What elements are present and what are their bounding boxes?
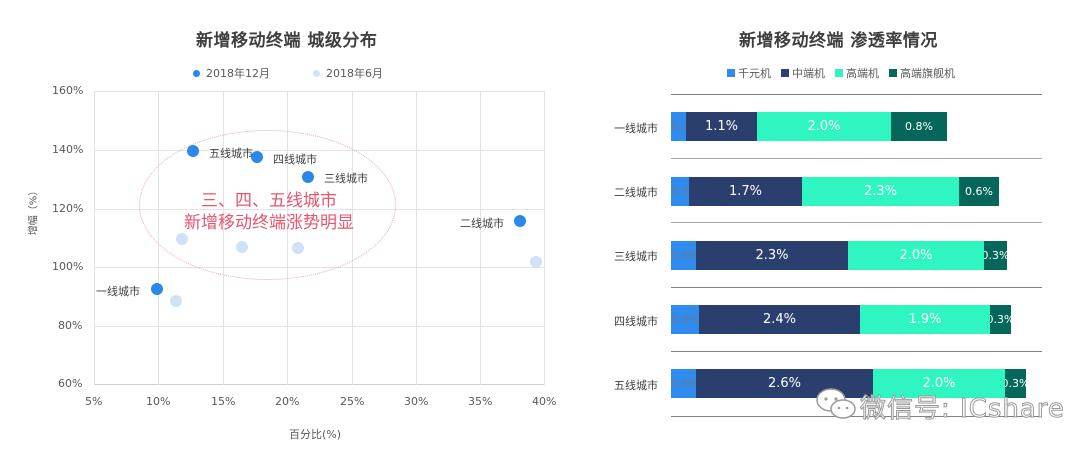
- point-jun-tier3: [292, 242, 304, 254]
- scatter-title: 新增移动终端 城级分布: [196, 31, 378, 51]
- row-divider: [671, 287, 1042, 288]
- x-tick: 10%: [146, 395, 171, 408]
- bar-tier3: 0.4% 2.3% 2.0% 0.3%: [671, 241, 1007, 270]
- row-label-tier5: 五线城市: [614, 379, 658, 392]
- highlight-ellipse: [139, 130, 396, 280]
- row-divider: [671, 94, 1042, 95]
- seg-zhongduanji: 2.4%: [699, 305, 860, 334]
- point-dec-tier4: [251, 151, 263, 163]
- bar-tier2: 0.3% 1.7% 2.3% 0.6%: [671, 177, 999, 206]
- scatter-legend-jun: 2018年6月: [313, 65, 383, 81]
- point-jun-tier4: [236, 241, 248, 253]
- point-dec-tier5: [187, 145, 199, 157]
- point-label-tier2: 二线城市: [460, 217, 504, 230]
- row-label-tier4: 四线城市: [614, 315, 658, 328]
- seg-qijianji: 0.3%: [990, 305, 1011, 334]
- legend-swatch-icon: [889, 69, 897, 77]
- point-label-tier5: 五线城市: [209, 147, 253, 160]
- annotation-text: 三、四、五线城市 新增移动终端涨势明显: [172, 190, 366, 234]
- y-tick: 160%: [52, 84, 84, 97]
- seg-qianyuanji: 0.2%: [671, 112, 686, 141]
- bar-tier4: 0.4% 2.4% 1.9% 0.3%: [671, 305, 1011, 334]
- seg-gaoduanji: 2.0%: [757, 112, 891, 141]
- row-label-tier3: 三线城市: [614, 250, 658, 263]
- legend-label: 千元机: [738, 67, 771, 80]
- point-jun-tier1: [170, 295, 182, 307]
- seg-qijianji: 0.6%: [959, 177, 999, 206]
- scatter-legend-dec: 2018年12月: [193, 65, 270, 81]
- y-tick: 120%: [52, 202, 84, 215]
- gridline: [94, 91, 95, 385]
- legend-dot-icon: [313, 69, 320, 77]
- wechat-icon: [812, 385, 860, 423]
- row-divider: [671, 351, 1042, 352]
- legend-swatch-icon: [835, 69, 843, 77]
- row-divider: [671, 416, 1042, 417]
- seg-gaoduanji: 2.0%: [848, 241, 984, 270]
- seg-qianyuanji: 0.4%: [671, 369, 696, 398]
- x-tick: 5%: [85, 395, 103, 408]
- legend-label: 2018年6月: [326, 67, 383, 80]
- seg-zhongduanji: 2.6%: [696, 369, 873, 398]
- point-dec-tier2: [514, 215, 526, 227]
- bar-title: 新增移动终端 渗透率情况: [739, 31, 938, 51]
- x-tick: 20%: [275, 395, 300, 408]
- seg-zhongduanji: 1.7%: [689, 177, 802, 206]
- x-tick: 25%: [340, 395, 365, 408]
- legend-label: 高端机: [846, 67, 879, 80]
- y-tick: 140%: [52, 143, 84, 156]
- x-axis-line: [94, 384, 545, 385]
- legend-label: 中端机: [792, 67, 825, 80]
- x-tick: 40%: [532, 395, 557, 408]
- seg-qianyuanji: 0.4%: [671, 241, 696, 270]
- seg-qijianji: 0.3%: [984, 241, 1007, 270]
- x-tick: 35%: [468, 395, 493, 408]
- y-tick: 80%: [58, 319, 83, 332]
- y-axis-title: 增幅（%）: [28, 185, 40, 236]
- annotation-line-2: 新增移动终端涨势明显: [184, 213, 354, 233]
- annotation-line-1: 三、四、五线城市: [201, 191, 337, 211]
- gridline: [94, 326, 545, 327]
- legend-label: 2018年12月: [206, 67, 270, 80]
- point-label-tier3: 三线城市: [324, 172, 368, 185]
- gridline: [544, 91, 545, 385]
- legend-label: 高端旗舰机: [900, 67, 955, 80]
- x-tick: 15%: [211, 395, 236, 408]
- point-jun-tier5: [176, 233, 188, 245]
- seg-gaoduanji: 2.0%: [873, 369, 1005, 398]
- point-dec-tier3: [302, 171, 314, 183]
- bar-tier1: 0.2% 1.1% 2.0% 0.8%: [671, 112, 947, 141]
- legend-swatch-icon: [727, 69, 735, 77]
- bar-tier5: 0.4% 2.6% 2.0% 0.3%: [671, 369, 1026, 398]
- x-axis-title: 百分比(%): [289, 428, 342, 441]
- point-label-tier1: 一线城市: [96, 285, 140, 298]
- seg-qianyuanji: 0.4%: [671, 305, 699, 334]
- bar-legend: 千元机 中端机 高端机 高端旗舰机: [727, 65, 955, 81]
- seg-qijianji: 0.3%: [1005, 369, 1026, 398]
- x-tick: 30%: [404, 395, 429, 408]
- point-label-tier4: 四线城市: [273, 153, 317, 166]
- row-label-tier2: 二线城市: [614, 186, 658, 199]
- seg-qijianji: 0.8%: [891, 112, 947, 141]
- seg-gaoduanji: 1.9%: [860, 305, 990, 334]
- seg-qianyuanji: 0.3%: [671, 177, 689, 206]
- row-divider: [671, 158, 1042, 159]
- seg-zhongduanji: 1.1%: [686, 112, 757, 141]
- y-tick: 60%: [58, 377, 83, 390]
- seg-zhongduanji: 2.3%: [696, 241, 848, 270]
- point-dec-tier1: [151, 283, 163, 295]
- seg-gaoduanji: 2.3%: [802, 177, 959, 206]
- gridline: [480, 91, 481, 385]
- row-divider: [671, 222, 1042, 223]
- gridline: [94, 91, 545, 92]
- legend-swatch-icon: [781, 69, 789, 77]
- point-jun-tier2: [530, 256, 542, 268]
- legend-dot-icon: [193, 69, 200, 77]
- row-label-tier1: 一线城市: [614, 122, 658, 135]
- gridline: [416, 91, 417, 385]
- y-tick: 100%: [52, 260, 84, 273]
- watermark-text: 微信号: ICshare: [860, 394, 1065, 425]
